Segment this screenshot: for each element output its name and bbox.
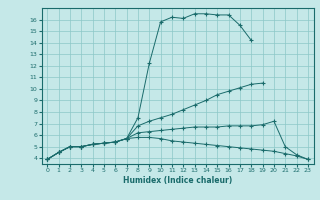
X-axis label: Humidex (Indice chaleur): Humidex (Indice chaleur) — [123, 176, 232, 185]
